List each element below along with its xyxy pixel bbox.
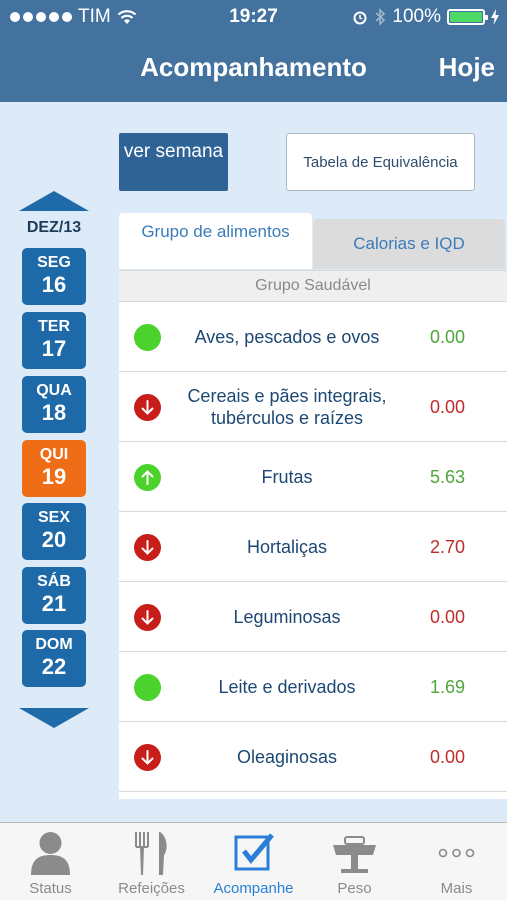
day-number: 18 bbox=[41, 400, 67, 425]
status-bar: TIM 19:27 100% bbox=[0, 0, 507, 32]
equivalence-table-button[interactable]: Tabela de Equivalência bbox=[286, 133, 475, 191]
day-button-qua[interactable]: QUA 18 bbox=[22, 376, 86, 433]
food-group-value: 1.69 bbox=[429, 676, 465, 697]
tab-bar: Status Refeições Acompanhe Peso Mais bbox=[0, 822, 507, 900]
tabbar-status[interactable]: Status bbox=[0, 823, 101, 900]
day-name: SEG bbox=[37, 254, 71, 271]
tabbar-label: Mais bbox=[440, 880, 473, 897]
tabbar-meals[interactable]: Refeições bbox=[101, 823, 202, 900]
food-group-value: 5.63 bbox=[429, 466, 465, 487]
day-name: SEX bbox=[37, 509, 70, 526]
down-arrow-icon bbox=[134, 534, 161, 561]
down-arrow-icon bbox=[134, 394, 161, 421]
green-dot-icon bbox=[134, 674, 161, 701]
next-week-arrow-icon[interactable] bbox=[19, 708, 89, 728]
signal-icon bbox=[10, 12, 72, 22]
checkbox-icon bbox=[234, 833, 274, 871]
tabbar-track[interactable]: Acompanhe bbox=[203, 823, 304, 900]
down-arrow-icon bbox=[134, 744, 161, 771]
alarm-icon bbox=[353, 11, 367, 25]
day-button-sex[interactable]: SEX 20 bbox=[22, 503, 86, 560]
food-group-name: Aves, pescados e ovos bbox=[194, 327, 380, 347]
tabbar-more[interactable]: Mais bbox=[406, 823, 507, 900]
tab-calories-iqd[interactable]: Calorias e IQD bbox=[313, 219, 505, 269]
bluetooth-icon bbox=[375, 8, 386, 26]
day-name: QUI bbox=[39, 446, 69, 463]
day-number: 20 bbox=[41, 527, 67, 552]
page-title: Acompanhamento bbox=[140, 52, 367, 82]
day-name: TER bbox=[38, 318, 70, 335]
day-name: QUA bbox=[36, 382, 72, 399]
food-group-name: Hortaliças bbox=[246, 537, 328, 557]
food-group-value: 2.70 bbox=[429, 536, 465, 557]
food-group-value: 0.00 bbox=[429, 396, 465, 417]
food-group-row[interactable]: Hortaliças 2.70 bbox=[119, 512, 507, 582]
day-button-dom[interactable]: DOM 22 bbox=[22, 630, 86, 687]
down-arrow-icon bbox=[134, 604, 161, 631]
day-button-qui[interactable]: QUI 19 bbox=[22, 440, 86, 497]
green-dot-icon bbox=[134, 324, 161, 351]
tabbar-label: Status bbox=[29, 880, 72, 897]
tabbar-weight[interactable]: Peso bbox=[304, 823, 405, 900]
day-number: 17 bbox=[41, 336, 67, 361]
tabbar-label: Peso bbox=[337, 880, 372, 897]
tabbar-label: Refeições bbox=[118, 880, 185, 897]
today-button[interactable]: Hoje bbox=[438, 52, 495, 82]
month-label: DEZ/13 bbox=[26, 219, 82, 236]
fork-knife-icon bbox=[135, 832, 167, 875]
food-group-value: 0.00 bbox=[429, 326, 465, 347]
food-group-value: 0.00 bbox=[429, 606, 465, 627]
scale-icon bbox=[333, 836, 376, 873]
food-group-row[interactable]: Cereais e pães integrais, tubérculos e r… bbox=[119, 372, 507, 442]
food-group-name: Cereais e pães integrais, tubérculos e r… bbox=[187, 386, 387, 428]
food-group-row[interactable]: Aves, pescados e ovos 0.00 bbox=[119, 302, 507, 372]
food-group-name: Frutas bbox=[261, 467, 313, 487]
wifi-icon bbox=[117, 10, 136, 24]
group-header: Grupo Saudável bbox=[119, 270, 507, 302]
up-arrow-icon bbox=[134, 464, 161, 491]
day-number: 19 bbox=[41, 464, 67, 489]
day-name: SÁB bbox=[37, 573, 71, 590]
navigation-bar: TIM 19:27 100% Acompanhamento Hoje bbox=[0, 0, 507, 102]
day-name: DOM bbox=[35, 636, 73, 653]
food-group-row[interactable]: Frutas 5.63 bbox=[119, 442, 507, 512]
tabbar-label: Acompanhe bbox=[213, 880, 294, 897]
previous-week-arrow-icon[interactable] bbox=[19, 191, 89, 211]
food-group-row[interactable]: Leite e derivados 1.69 bbox=[119, 652, 507, 722]
battery-icon bbox=[447, 9, 488, 25]
food-group-value: 0.00 bbox=[429, 746, 465, 767]
person-icon bbox=[31, 832, 70, 875]
day-button-ter[interactable]: TER 17 bbox=[22, 312, 86, 369]
food-group-name: Oleaginosas bbox=[236, 747, 338, 767]
food-group-name: Leite e derivados bbox=[218, 677, 356, 697]
charging-icon bbox=[491, 9, 499, 25]
day-number: 22 bbox=[41, 654, 67, 679]
day-button-sáb[interactable]: SÁB 21 bbox=[22, 567, 86, 624]
tab-food-groups[interactable]: Grupo de alimentos bbox=[119, 213, 312, 269]
clock: 19:27 bbox=[229, 6, 278, 27]
food-group-name: Leguminosas bbox=[233, 607, 341, 627]
day-number: 16 bbox=[41, 272, 67, 297]
more-icon bbox=[438, 848, 475, 858]
view-week-button[interactable]: ver semana bbox=[119, 133, 228, 191]
battery-percent: 100% bbox=[392, 6, 441, 27]
carrier-label: TIM bbox=[78, 6, 111, 27]
food-group-row[interactable]: Oleaginosas 0.00 bbox=[119, 722, 507, 792]
food-group-row[interactable]: Leguminosas 0.00 bbox=[119, 582, 507, 652]
food-group-list: Aves, pescados e ovos 0.00 Cereais e pães … bbox=[119, 302, 507, 799]
day-number: 21 bbox=[41, 591, 67, 616]
day-button-seg[interactable]: SEG 16 bbox=[22, 248, 86, 305]
